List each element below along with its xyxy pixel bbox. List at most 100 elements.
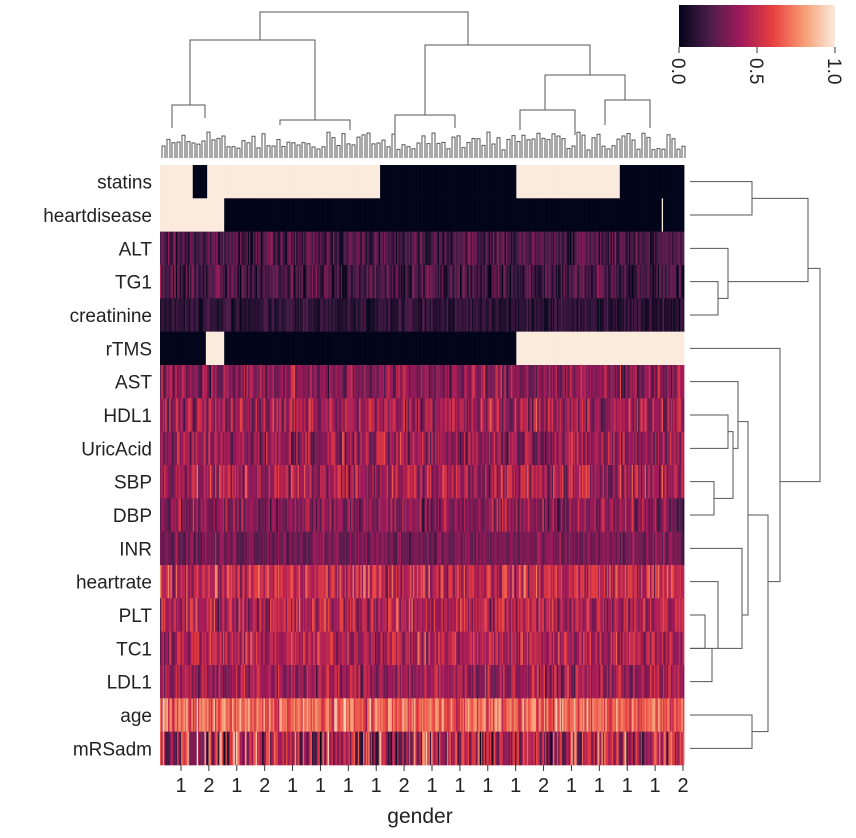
heatmap-cell	[628, 331, 631, 366]
heatmap-cell	[230, 265, 233, 299]
heatmap-cell	[492, 165, 495, 199]
heatmap-cell	[213, 165, 216, 199]
heatmap-cell	[259, 465, 262, 499]
heatmap-cell	[507, 165, 509, 199]
heatmap-cell	[414, 265, 416, 299]
heatmap-cell	[452, 431, 454, 466]
heatmap-cell	[306, 565, 309, 599]
heatmap-cell	[188, 565, 191, 599]
heatmap-cell	[212, 231, 215, 266]
heatmap-cell	[293, 531, 296, 566]
heatmap-cell	[246, 231, 249, 266]
heatmap-cell	[259, 498, 262, 532]
heatmap-cell	[429, 498, 432, 532]
heatmap-cell	[668, 398, 670, 432]
heatmap-cell	[272, 431, 275, 466]
heatmap-cell	[260, 398, 263, 432]
heatmap-cell	[289, 498, 292, 532]
heatmap-cell	[273, 365, 276, 399]
heatmap-cell	[391, 431, 394, 466]
heatmap-cell	[674, 365, 677, 399]
heatmap-cell	[175, 398, 178, 432]
heatmap-cell	[385, 365, 388, 399]
heatmap-cell	[209, 398, 212, 432]
heatmap-cell	[243, 531, 246, 566]
heatmap-cell	[404, 165, 407, 199]
heatmap-cell	[525, 231, 528, 266]
heatmap-cell	[439, 331, 441, 366]
heatmap-cell	[462, 265, 465, 299]
heatmap-cell	[458, 298, 461, 332]
heatmap-cell	[222, 165, 225, 199]
heatmap-cell	[277, 331, 280, 366]
heatmap-cell	[259, 398, 262, 432]
heatmap-cell	[491, 431, 494, 466]
heatmap-cell	[504, 165, 507, 199]
heatmap-cell	[314, 498, 317, 532]
heatmap-cell	[306, 298, 309, 332]
heatmap-cell	[297, 565, 300, 599]
heatmap-cell	[619, 331, 622, 366]
heatmap-cell	[203, 298, 205, 332]
heatmap-cell	[161, 298, 164, 332]
heatmap-cell	[420, 398, 423, 432]
heatmap-cell	[444, 265, 446, 299]
heatmap-cell	[589, 198, 592, 232]
heatmap-cell	[459, 198, 462, 232]
heatmap-cell	[376, 198, 378, 232]
heatmap-cell	[651, 531, 653, 566]
heatmap-cell	[479, 365, 482, 399]
heatmap-cell	[253, 465, 255, 499]
heatmap-cell	[256, 565, 259, 599]
heatmap-cell	[334, 165, 336, 199]
heatmap-cell	[305, 331, 308, 366]
heatmap-cell	[484, 265, 487, 299]
heatmap-cell	[373, 165, 376, 199]
heatmap-cell	[503, 398, 505, 432]
heatmap-cell	[475, 265, 478, 299]
heatmap-cell	[420, 331, 423, 366]
heatmap-cell	[297, 331, 300, 366]
heatmap-cell	[418, 331, 420, 366]
heatmap-cell	[237, 231, 239, 266]
heatmap-cell	[431, 398, 433, 432]
heatmap-cell	[583, 298, 585, 332]
heatmap-cell	[673, 331, 676, 366]
heatmap-cell	[614, 431, 617, 466]
heatmap-cell	[373, 231, 376, 266]
heatmap-cell	[300, 565, 302, 599]
heatmap-cell	[528, 531, 530, 566]
heatmap-cell	[508, 498, 511, 532]
heatmap-cell	[191, 431, 194, 466]
heatmap-cell	[403, 498, 406, 532]
heatmap-cell	[466, 231, 469, 266]
heatmap-cell	[555, 398, 558, 432]
heatmap-cell	[319, 531, 322, 566]
heatmap-cell	[594, 331, 597, 366]
heatmap-cell	[177, 498, 179, 532]
heatmap-cell	[238, 398, 241, 432]
heatmap-cell	[579, 398, 581, 432]
heatmap-cell	[676, 398, 678, 432]
heatmap-cell	[480, 431, 483, 466]
heatmap-cell	[228, 331, 230, 366]
heatmap-cell	[292, 431, 295, 466]
heatmap-cell	[401, 365, 403, 399]
heatmap-cell	[325, 365, 327, 399]
heatmap-cell	[528, 198, 530, 232]
heatmap-cell	[250, 165, 253, 199]
heatmap-cell	[292, 265, 295, 299]
heatmap-cell	[277, 231, 280, 266]
heatmap-cell	[647, 331, 650, 366]
heatmap-cell	[660, 231, 663, 266]
heatmap-cell	[433, 465, 436, 499]
heatmap-cell	[255, 498, 258, 532]
heatmap-cell	[597, 498, 600, 532]
heatmap-cell	[659, 298, 661, 332]
heatmap-cell	[233, 298, 236, 332]
heatmap-cell	[211, 331, 213, 366]
heatmap-cell	[534, 298, 537, 332]
heatmap-cell	[249, 365, 251, 399]
heatmap-cell	[335, 398, 338, 432]
